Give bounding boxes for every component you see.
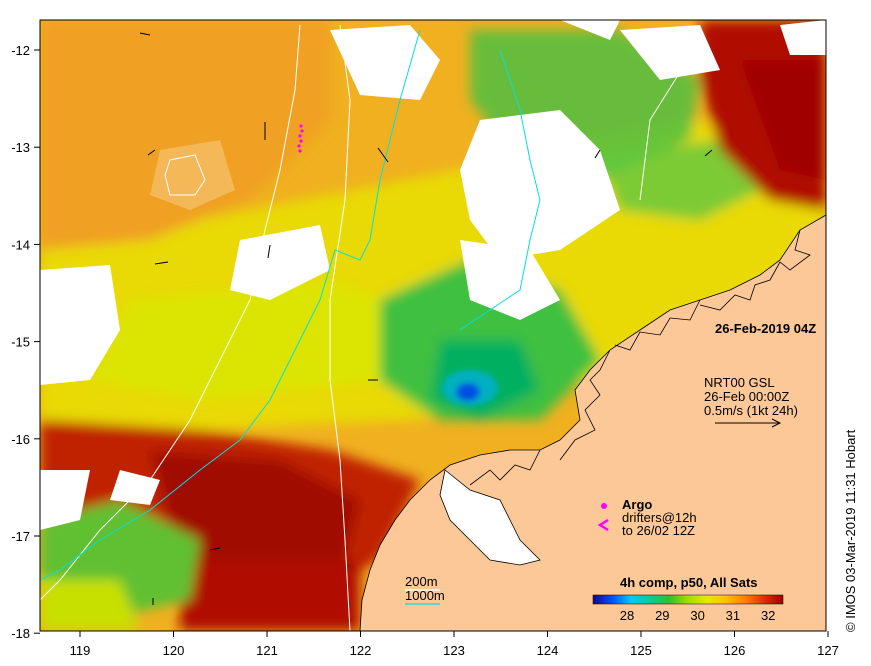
currents-legend-line1: NRT00 GSL [704,375,775,390]
cloud-mask [40,20,826,530]
x-tick-label: 126 [724,643,746,658]
colorbar: 4h comp, p50, All Sats 28 29 30 31 32 [592,575,784,623]
date-label: 26-Feb-2019 04Z [715,321,816,336]
y-tick-label: -15 [11,335,30,350]
currents-legend-line3: 0.5m/s (1kt 24h) [704,403,798,418]
x-tick-label: 127 [817,643,839,658]
plot-frame [39,19,827,632]
colorbar-tick-label: 31 [726,608,740,623]
y-tick-label: -12 [11,43,30,58]
coastline [469,229,811,486]
king-sound [439,469,541,566]
y-tick-label: -16 [11,432,30,447]
x-tick-label: 119 [70,643,91,658]
isobath-lines [40,24,701,631]
colorbar-ticks: 28 29 30 31 32 [620,608,776,623]
y-tick-label: -14 [11,237,30,252]
y-tick-label: -17 [11,529,30,544]
drifters-line1: drifters@12h [622,510,697,525]
colorbar-tick-label: 29 [655,608,669,623]
colorbar-scale [592,594,784,605]
colorbar-tick-label: 32 [761,608,775,623]
isobath-legend: 200m 1000m [405,574,445,605]
colorbar-tick-label: 30 [690,608,704,623]
drifters-line2: to 26/02 12Z [622,523,695,538]
isobath-200m-label: 200m [405,574,438,589]
credit-text: IMOS 03-Mar-2019 11:31 Hobart [843,429,858,619]
x-tick-label: 121 [256,643,278,658]
argo-drifter-track [297,124,304,153]
argo-legend: Argo drifters@12h to 26/02 12Z [597,497,697,538]
x-tick-label: 122 [350,643,372,658]
x-tick-label: 124 [537,643,559,658]
x-tick-label: 123 [443,643,465,658]
argo-marker-icon [601,503,607,509]
scale-arrow-icon [715,418,782,428]
x-axis: 119 120 121 122 123 124 125 126 127 [70,631,839,658]
copyright-icon: © [843,622,858,632]
y-tick-label: -13 [11,140,30,155]
current-arrows [139,32,713,605]
credit-line: © IMOS 03-Mar-2019 11:31 Hobart [843,430,858,632]
currents-legend-line2: 26-Feb 00:00Z [704,389,789,404]
isobath-1000m-label: 1000m [405,588,445,603]
y-tick-label: -18 [11,626,30,641]
x-tick-label: 125 [630,643,652,658]
drifter-arrow-icon [597,518,609,532]
y-axis: -12 -13 -14 -15 -16 -17 -18 [11,43,40,641]
sst-field [40,20,826,631]
x-tick-label: 120 [163,643,185,658]
argo-label: Argo [622,497,652,512]
colorbar-title: 4h comp, p50, All Sats [620,575,758,590]
colorbar-tick-label: 28 [620,608,634,623]
currents-legend: NRT00 GSL 26-Feb 00:00Z 0.5m/s (1kt 24h) [704,375,798,428]
